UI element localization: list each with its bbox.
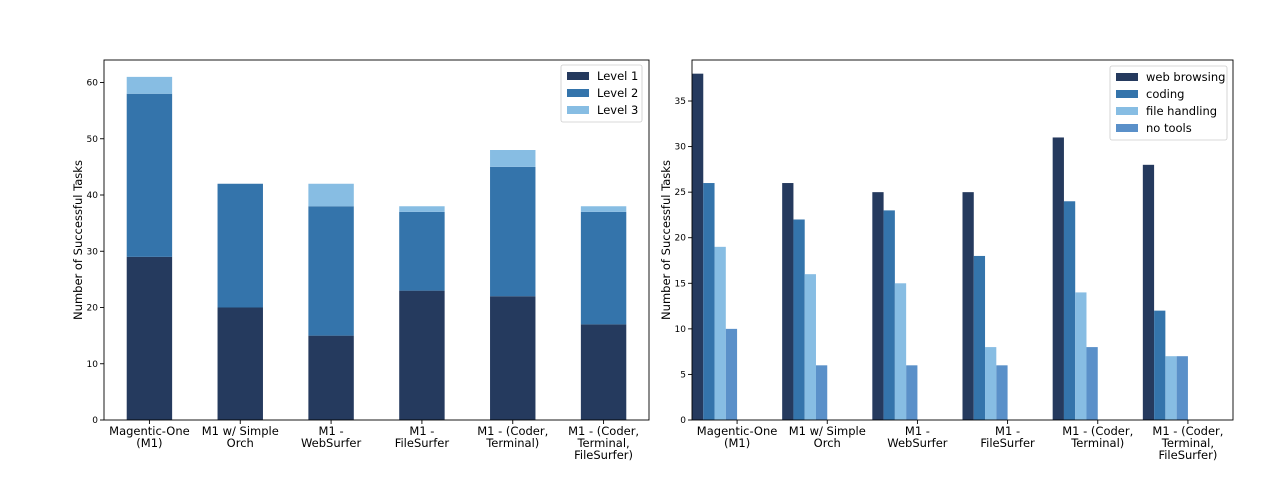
y-tick-label: 30 (675, 143, 687, 153)
legend-swatch (567, 106, 589, 114)
bar-no-tools-2 (815, 365, 828, 420)
bar-level-3-4 (399, 206, 445, 212)
bar-coding-3 (883, 210, 895, 420)
bar-web-browsing-4 (962, 192, 974, 420)
legend-swatch (1116, 73, 1138, 81)
x-tick-label: Magentic-One (M1) (697, 424, 778, 450)
bar-web-browsing-5 (1052, 137, 1064, 420)
x-tick-label: M1 - (Coder, Terminal) (1062, 424, 1133, 450)
y-tick-label: 50 (87, 135, 99, 145)
x-tick-label: M1 -WebSurfer (887, 424, 948, 450)
y-tick-label: 10 (675, 325, 687, 335)
bar-level-3-5 (490, 150, 536, 167)
bar-file-handling-4 (985, 347, 997, 420)
y-tick-label: 15 (675, 279, 686, 289)
y-axis-label: Number of Successful Tasks (71, 160, 85, 320)
legend-label: no tools (1146, 121, 1192, 135)
bar-coding-2 (793, 219, 805, 420)
bar-no-tools-6 (1176, 356, 1188, 420)
bar-level-2-6 (580, 211, 627, 325)
legend-box (1109, 65, 1228, 141)
bar-level-2-4 (399, 211, 445, 291)
legend-label: Level 3 (597, 103, 638, 117)
bar-level-1-6 (580, 324, 627, 421)
plot-frame (103, 59, 650, 421)
y-tick-label: 0 (92, 416, 98, 426)
bar-level-2-3 (308, 206, 354, 336)
x-tick-label: M1 - (Coder, Terminal, FileSurfer) (568, 424, 639, 462)
y-tick-label: 0 (680, 416, 686, 426)
bar-coding-6 (1154, 310, 1166, 420)
y-axis-label: Number of Successful Tasks (659, 160, 673, 320)
x-tick-label: M1 w/ Simple Orch (789, 424, 866, 450)
bar-web-browsing-1 (692, 73, 704, 421)
bar-no-tools-1 (725, 328, 738, 420)
bar-level-3-6 (580, 206, 627, 212)
bar-file-handling-1 (714, 246, 726, 420)
x-tick-label: M1 -WebSurfer (301, 424, 362, 450)
y-tick-label: 20 (87, 304, 99, 314)
bar-no-tools-5 (1086, 347, 1098, 420)
y-tick-label: 10 (87, 360, 99, 370)
y-tick-label: 40 (87, 191, 99, 201)
bar-level-3-1 (126, 76, 173, 94)
bar-level-2-2 (217, 183, 263, 308)
bar-web-browsing-2 (782, 183, 794, 420)
legend-swatch (1116, 107, 1138, 115)
bar-web-browsing-3 (872, 192, 884, 420)
legend-label: coding (1146, 87, 1184, 101)
bar-level-2-1 (126, 93, 173, 257)
bar-coding-1 (703, 183, 715, 420)
x-tick-label: M1 -FileSurfer (980, 424, 1035, 450)
legend-label: Level 1 (597, 69, 638, 83)
bar-file-handling-6 (1165, 356, 1177, 420)
y-tick-label: 5 (680, 370, 686, 380)
chart-2: 0 5 10 15 20 25 30 35 Magentic-One (M1) M1 w/ Simp… (659, 59, 1234, 462)
y-tick-label: 20 (675, 234, 687, 244)
bar-level-1-2 (217, 307, 263, 420)
bar-web-browsing-6 (1142, 164, 1155, 420)
bar-level-2-5 (490, 166, 536, 297)
bar-coding-4 (973, 255, 986, 420)
x-tick-label: M1 -FileSurfer (395, 424, 450, 450)
bar-file-handling-3 (894, 283, 907, 420)
bar-file-handling-5 (1075, 292, 1087, 420)
legend-swatch (567, 72, 589, 80)
y-tick-label: 60 (87, 79, 99, 89)
x-tick-label: Magentic-One (M1) (109, 424, 190, 450)
y-tick-label: 35 (675, 97, 686, 107)
bar-coding-5 (1063, 201, 1076, 420)
legend-swatch (567, 89, 589, 97)
x-tick-label: M1 - (Coder, Terminal) (477, 424, 548, 450)
bar-level-3-3 (308, 183, 354, 207)
x-tick-label: M1 w/ Simple Orch (202, 424, 279, 450)
bar-no-tools-4 (996, 365, 1008, 420)
legend-label: web browsing (1146, 70, 1225, 84)
bar-level-1-3 (308, 335, 354, 421)
bar-level-1-1 (126, 256, 173, 421)
legend-swatch (1116, 124, 1138, 132)
bar-level-1-5 (490, 296, 536, 420)
bar-level-1-4 (399, 290, 445, 421)
chart-1: 0 10 20 30 40 50 60 Magentic-One (M1) M1 w/ Simpl… (71, 59, 650, 462)
bar-no-tools-3 (906, 365, 918, 420)
legend-label: Level 2 (597, 86, 638, 100)
legend-swatch (1116, 90, 1138, 98)
x-tick-label: M1 - (Coder, Terminal, FileSurfer) (1152, 424, 1223, 462)
legend-label: file handling (1146, 104, 1217, 118)
y-tick-label: 30 (87, 247, 99, 257)
bar-file-handling-2 (804, 274, 816, 420)
y-tick-label: 25 (675, 188, 686, 198)
plot-frame (691, 59, 1234, 421)
